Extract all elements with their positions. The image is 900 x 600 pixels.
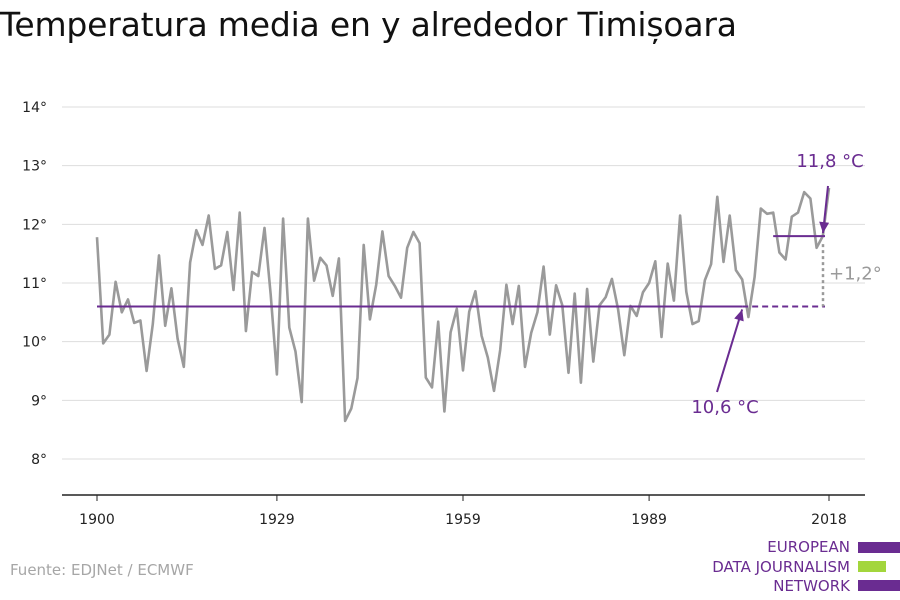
x-tick-label-2018: 2018 bbox=[811, 512, 847, 528]
baseline-mean-label: 10,6 °C bbox=[691, 397, 758, 418]
chart-title: Temperatura media en y alrededor Timișoa… bbox=[0, 5, 737, 44]
reference-lines bbox=[97, 235, 825, 308]
y-tick-label-11: 11° bbox=[22, 276, 47, 292]
logo-bar-purple-bottom bbox=[858, 580, 900, 591]
baseline-mean-arrow-shaft bbox=[716, 309, 744, 393]
edjnet-logo[interactable]: EUROPEAN DATA JOURNALISM NETWORK bbox=[700, 538, 900, 598]
y-tick-label-13: 13° bbox=[22, 159, 47, 175]
series-layer bbox=[95, 187, 831, 423]
logo-line-european: EUROPEAN bbox=[767, 538, 850, 556]
grid-lines bbox=[62, 106, 865, 460]
logo-line-data-journalism: DATA JOURNALISM bbox=[712, 558, 850, 576]
y-axis-ticks: 8° 9° 10° 11° 12° 13° 14° bbox=[22, 100, 47, 468]
y-tick-label-9: 9° bbox=[31, 393, 47, 409]
source-note: Fuente: EDJNet / ECMWF bbox=[10, 561, 194, 579]
difference-label: +1,2° bbox=[829, 263, 882, 284]
x-tick-label-1929: 1929 bbox=[259, 512, 295, 528]
x-tick-label-1900: 1900 bbox=[79, 512, 115, 528]
x-axis: 1900 1929 1959 1989 2018 bbox=[62, 494, 865, 528]
y-tick-label-10: 10° bbox=[22, 335, 47, 351]
annotations: +1,2° 11,8 °C 10,6 °C bbox=[691, 151, 881, 418]
baseline-mean-arrow-head bbox=[734, 309, 744, 322]
recent-mean-label: 11,8 °C bbox=[796, 151, 863, 172]
recent-mean-arrow-head bbox=[819, 221, 830, 234]
y-tick-label-12: 12° bbox=[22, 217, 47, 233]
logo-bar-purple-top bbox=[858, 542, 900, 553]
logo-line-network: NETWORK bbox=[773, 577, 850, 595]
temperature-series-line bbox=[95, 187, 831, 423]
y-tick-label-8: 8° bbox=[31, 452, 47, 468]
y-tick-label-14: 14° bbox=[22, 100, 47, 116]
x-tick-label-1989: 1989 bbox=[631, 512, 667, 528]
x-tick-label-1959: 1959 bbox=[445, 512, 481, 528]
logo-bar-green bbox=[858, 561, 886, 572]
